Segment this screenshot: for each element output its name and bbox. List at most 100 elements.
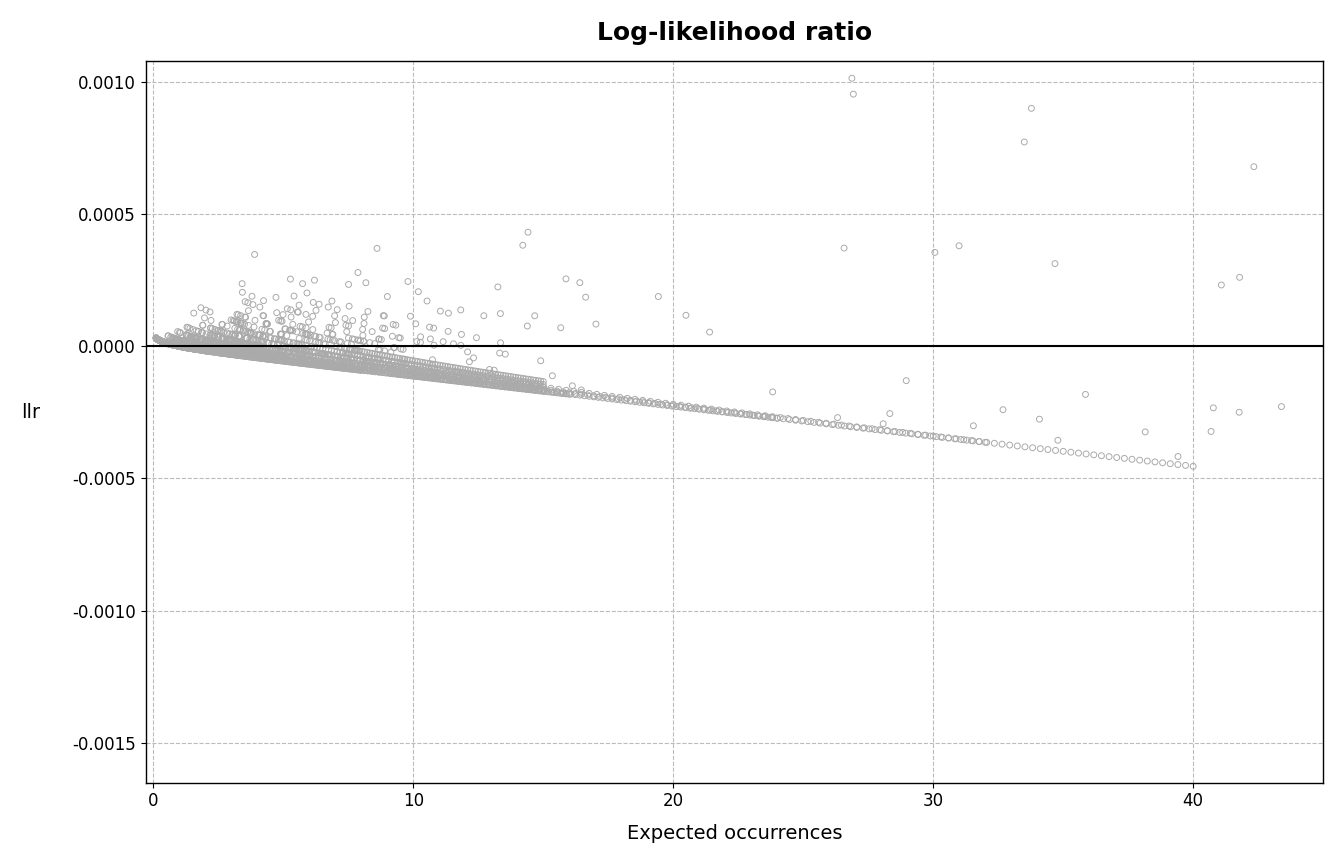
- Point: [418, 367, 439, 381]
- Point: [184, 337, 206, 351]
- Point: [347, 265, 368, 279]
- Point: [262, 351, 284, 365]
- Point: [247, 340, 269, 353]
- Point: [332, 361, 353, 375]
- Point: [907, 428, 929, 442]
- Point: [262, 342, 284, 356]
- Point: [320, 359, 341, 372]
- Point: [152, 335, 173, 349]
- Point: [251, 349, 273, 363]
- Point: [474, 377, 496, 391]
- Point: [509, 378, 531, 391]
- Point: [185, 342, 207, 356]
- Point: [188, 343, 210, 357]
- Point: [257, 346, 278, 360]
- Point: [167, 339, 188, 353]
- Point: [251, 340, 273, 354]
- Point: [218, 344, 239, 358]
- Point: [742, 409, 763, 422]
- Point: [317, 300, 339, 314]
- Point: [340, 352, 362, 365]
- Point: [332, 360, 353, 374]
- Point: [237, 342, 258, 356]
- Point: [648, 289, 669, 303]
- Point: [157, 337, 179, 351]
- Point: [282, 341, 304, 355]
- Point: [216, 339, 238, 353]
- Point: [340, 359, 362, 372]
- Point: [694, 401, 715, 415]
- Point: [341, 359, 363, 373]
- Point: [196, 340, 218, 353]
- Point: [454, 372, 476, 386]
- Point: [414, 364, 435, 378]
- Point: [323, 353, 344, 366]
- Point: [302, 353, 324, 367]
- Point: [968, 435, 989, 448]
- Point: [352, 353, 374, 367]
- Point: [294, 353, 316, 366]
- Point: [214, 343, 235, 357]
- Point: [164, 339, 185, 353]
- Point: [169, 340, 191, 353]
- Point: [207, 341, 228, 355]
- Point: [538, 384, 559, 398]
- Point: [164, 339, 185, 353]
- Point: [246, 344, 267, 358]
- Point: [261, 346, 282, 360]
- Point: [864, 422, 886, 436]
- Point: [145, 331, 167, 345]
- Point: [185, 342, 207, 356]
- Point: [261, 353, 282, 366]
- Point: [489, 336, 511, 350]
- Point: [181, 341, 203, 355]
- Point: [507, 381, 528, 395]
- Point: [188, 338, 210, 352]
- Point: [173, 340, 195, 354]
- Point: [249, 348, 270, 362]
- Point: [507, 371, 528, 384]
- Point: [694, 403, 715, 416]
- Point: [466, 331, 488, 345]
- Point: [183, 330, 204, 344]
- Point: [249, 345, 270, 359]
- Point: [152, 335, 173, 349]
- Point: [241, 350, 262, 364]
- Point: [289, 354, 310, 368]
- Point: [375, 361, 396, 375]
- Point: [1038, 442, 1059, 456]
- Point: [238, 343, 259, 357]
- Point: [372, 353, 394, 367]
- Point: [730, 407, 751, 421]
- Point: [344, 343, 366, 357]
- Point: [305, 350, 327, 364]
- Point: [212, 346, 234, 360]
- Point: [194, 340, 215, 353]
- Point: [304, 358, 325, 372]
- Point: [185, 342, 207, 356]
- Point: [218, 339, 239, 353]
- Point: [214, 343, 235, 357]
- Point: [349, 360, 371, 374]
- Point: [429, 372, 450, 386]
- Point: [167, 333, 188, 346]
- Point: [237, 332, 258, 346]
- Point: [426, 368, 448, 382]
- Point: [183, 342, 204, 356]
- Point: [156, 336, 177, 350]
- Point: [235, 331, 257, 345]
- Point: [487, 377, 508, 391]
- Point: [289, 347, 310, 361]
- Point: [353, 334, 375, 348]
- Point: [161, 338, 183, 352]
- Point: [212, 332, 234, 346]
- Point: [218, 333, 239, 346]
- Point: [394, 368, 415, 382]
- Point: [184, 337, 206, 351]
- Point: [172, 334, 194, 348]
- Point: [214, 343, 235, 357]
- Point: [270, 348, 292, 362]
- Point: [200, 334, 222, 348]
- Point: [364, 362, 386, 376]
- Point: [222, 347, 243, 361]
